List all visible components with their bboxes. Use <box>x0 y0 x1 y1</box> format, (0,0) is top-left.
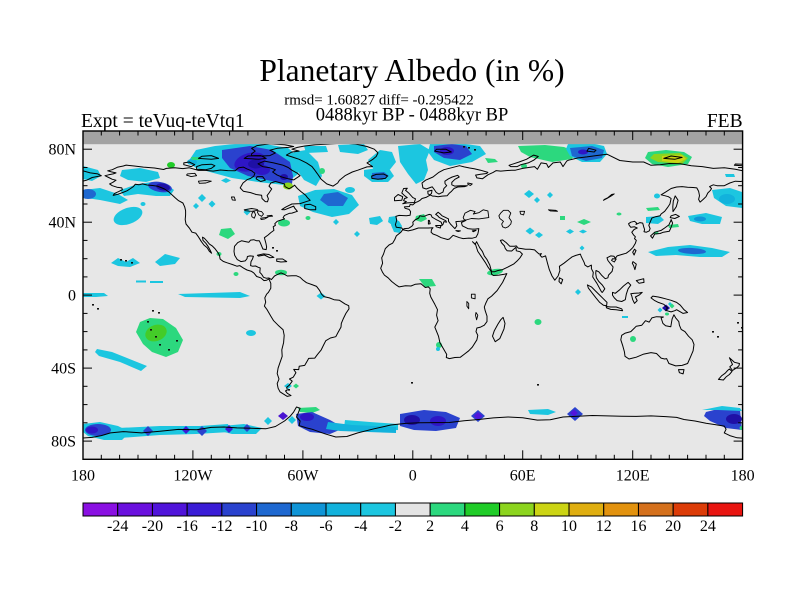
svg-text:FEB: FEB <box>707 111 743 132</box>
svg-text:180: 180 <box>71 468 95 485</box>
svg-text:40S: 40S <box>51 361 76 378</box>
svg-text:20: 20 <box>665 518 681 535</box>
svg-text:180: 180 <box>731 468 755 485</box>
svg-text:8: 8 <box>530 518 538 535</box>
svg-text:Planetary Albedo (in %): Planetary Albedo (in %) <box>259 53 564 88</box>
svg-text:0488kyr BP - 0488kyr BP: 0488kyr BP - 0488kyr BP <box>316 106 509 126</box>
svg-text:-12: -12 <box>211 518 232 535</box>
svg-text:2: 2 <box>426 518 434 535</box>
svg-text:rmsd= 1.60827 diff= -0.295422: rmsd= 1.60827 diff= -0.295422 <box>284 93 474 109</box>
svg-text:-24: -24 <box>107 518 128 535</box>
svg-text:80S: 80S <box>51 434 76 451</box>
svg-text:60E: 60E <box>510 468 536 485</box>
svg-text:-4: -4 <box>354 518 367 535</box>
svg-text:-2: -2 <box>389 518 402 535</box>
svg-text:24: 24 <box>700 518 716 535</box>
svg-text:6: 6 <box>496 518 504 535</box>
svg-text:Expt = teVuq-teVtq1: Expt = teVuq-teVtq1 <box>81 111 245 132</box>
svg-text:-16: -16 <box>176 518 197 535</box>
svg-text:12: 12 <box>596 518 612 535</box>
svg-text:120W: 120W <box>173 468 213 485</box>
svg-text:80N: 80N <box>48 142 76 159</box>
svg-text:-6: -6 <box>319 518 332 535</box>
svg-text:-10: -10 <box>246 518 267 535</box>
svg-text:4: 4 <box>461 518 469 535</box>
svg-text:-20: -20 <box>142 518 163 535</box>
svg-text:10: 10 <box>561 518 577 535</box>
svg-text:120E: 120E <box>616 468 650 485</box>
svg-text:-8: -8 <box>285 518 298 535</box>
svg-text:40N: 40N <box>48 215 76 232</box>
svg-text:0: 0 <box>68 288 76 305</box>
svg-text:16: 16 <box>630 518 646 535</box>
svg-text:60W: 60W <box>287 468 319 485</box>
svg-text:0: 0 <box>409 468 417 485</box>
